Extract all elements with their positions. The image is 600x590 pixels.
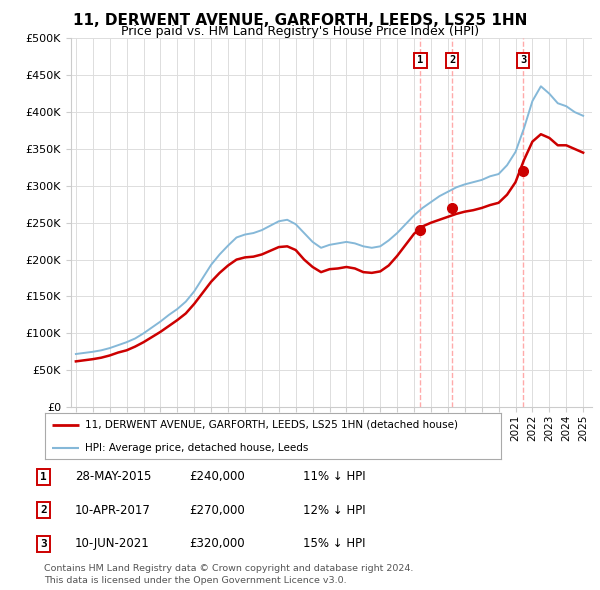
Text: 2: 2 [449,55,455,65]
Text: 15% ↓ HPI: 15% ↓ HPI [303,537,365,550]
Text: £240,000: £240,000 [189,470,245,483]
Text: Price paid vs. HM Land Registry's House Price Index (HPI): Price paid vs. HM Land Registry's House … [121,25,479,38]
Text: 2: 2 [40,506,47,515]
Text: Contains HM Land Registry data © Crown copyright and database right 2024.
This d: Contains HM Land Registry data © Crown c… [44,565,413,585]
Text: 1: 1 [418,55,424,65]
Text: 1: 1 [40,472,47,481]
Text: 3: 3 [40,539,47,549]
Text: £270,000: £270,000 [189,504,245,517]
Text: 10-JUN-2021: 10-JUN-2021 [75,537,150,550]
Text: 28-MAY-2015: 28-MAY-2015 [75,470,151,483]
Text: 12% ↓ HPI: 12% ↓ HPI [303,504,365,517]
Text: 11, DERWENT AVENUE, GARFORTH, LEEDS, LS25 1HN (detached house): 11, DERWENT AVENUE, GARFORTH, LEEDS, LS2… [85,419,458,430]
Text: 3: 3 [520,55,526,65]
Text: HPI: Average price, detached house, Leeds: HPI: Average price, detached house, Leed… [85,442,308,453]
Text: 11% ↓ HPI: 11% ↓ HPI [303,470,365,483]
Text: 10-APR-2017: 10-APR-2017 [75,504,151,517]
Text: £320,000: £320,000 [189,537,245,550]
Text: 11, DERWENT AVENUE, GARFORTH, LEEDS, LS25 1HN: 11, DERWENT AVENUE, GARFORTH, LEEDS, LS2… [73,13,527,28]
